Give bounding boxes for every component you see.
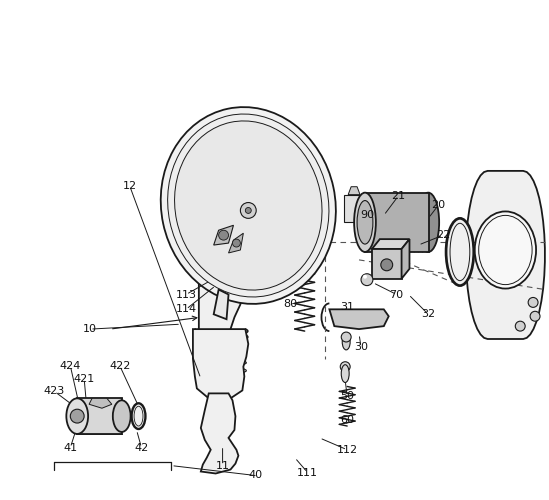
Text: 40: 40: [248, 470, 262, 480]
Ellipse shape: [134, 406, 143, 426]
Polygon shape: [193, 329, 248, 398]
Text: 424: 424: [60, 360, 81, 370]
Circle shape: [240, 202, 256, 218]
Text: 20: 20: [431, 200, 445, 210]
Text: 41: 41: [63, 443, 77, 453]
Polygon shape: [201, 394, 238, 473]
Circle shape: [70, 409, 84, 423]
Text: 21: 21: [391, 190, 406, 200]
Polygon shape: [372, 239, 410, 249]
Circle shape: [341, 332, 351, 342]
Ellipse shape: [446, 218, 474, 286]
Ellipse shape: [354, 192, 376, 252]
Text: 80: 80: [283, 300, 297, 310]
Text: 90: 90: [360, 210, 374, 220]
Text: 12: 12: [122, 180, 137, 190]
Ellipse shape: [167, 114, 329, 297]
Text: 10: 10: [83, 324, 97, 334]
Ellipse shape: [113, 400, 131, 432]
Ellipse shape: [357, 200, 373, 244]
Polygon shape: [348, 186, 360, 194]
Text: 112: 112: [337, 445, 358, 455]
Text: 421: 421: [74, 374, 95, 384]
Text: 32: 32: [421, 310, 435, 320]
Text: 114: 114: [176, 304, 197, 314]
Text: 60: 60: [340, 415, 354, 425]
Circle shape: [219, 230, 228, 240]
Text: 111: 111: [297, 468, 318, 477]
Circle shape: [361, 274, 373, 285]
Bar: [365, 192, 429, 252]
Text: 113: 113: [176, 290, 197, 300]
Polygon shape: [214, 290, 228, 319]
Circle shape: [340, 362, 350, 372]
Circle shape: [232, 239, 240, 247]
Ellipse shape: [417, 192, 439, 252]
Text: 422: 422: [109, 360, 131, 370]
Polygon shape: [329, 310, 389, 329]
Circle shape: [516, 321, 525, 331]
Ellipse shape: [341, 364, 349, 382]
Ellipse shape: [66, 398, 88, 434]
Ellipse shape: [450, 224, 470, 280]
Polygon shape: [89, 398, 112, 408]
Polygon shape: [466, 171, 545, 339]
Polygon shape: [401, 239, 410, 279]
Text: 70: 70: [390, 290, 404, 300]
Text: 22: 22: [436, 230, 450, 240]
Ellipse shape: [479, 216, 532, 284]
Ellipse shape: [161, 107, 336, 304]
Text: 11: 11: [216, 460, 229, 470]
Text: 423: 423: [44, 386, 65, 396]
Polygon shape: [199, 274, 242, 386]
Polygon shape: [77, 398, 122, 434]
Polygon shape: [214, 226, 233, 245]
Text: 42: 42: [135, 443, 149, 453]
Circle shape: [530, 312, 540, 321]
Ellipse shape: [342, 334, 350, 350]
Text: 30: 30: [354, 342, 368, 352]
Polygon shape: [344, 194, 364, 222]
Circle shape: [363, 274, 367, 278]
Polygon shape: [228, 233, 243, 253]
Ellipse shape: [475, 212, 536, 288]
Circle shape: [381, 259, 393, 271]
Ellipse shape: [132, 404, 145, 429]
Circle shape: [528, 298, 538, 308]
Ellipse shape: [175, 121, 322, 290]
Text: 50: 50: [340, 392, 354, 402]
Polygon shape: [372, 249, 401, 278]
Text: 31: 31: [340, 302, 354, 312]
Circle shape: [245, 208, 251, 214]
